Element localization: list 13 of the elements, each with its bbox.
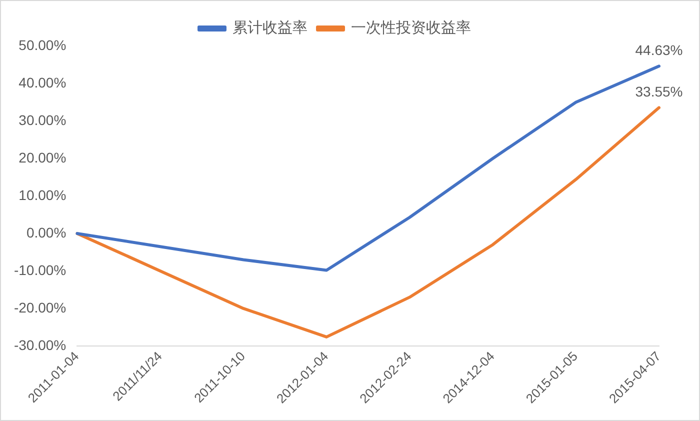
y-tick-label: 0.00% <box>26 224 66 240</box>
y-tick-label: 20.00% <box>18 149 66 166</box>
y-tick-label: 50.00% <box>18 36 66 53</box>
y-tick-label: 30.00% <box>18 112 66 128</box>
y-tick-label: 10.00% <box>18 186 66 203</box>
data-label: 33.55% <box>635 84 683 100</box>
y-tick-label: -30.00% <box>14 336 66 353</box>
legend-label: 一次性投资收益率 <box>351 18 471 36</box>
y-tick-label: -20.00% <box>14 299 66 316</box>
data-label: 44.63% <box>635 42 683 58</box>
legend-label: 累计收益率 <box>232 18 308 36</box>
y-tick-label: 40.00% <box>18 74 66 90</box>
y-tick-label: -10.00% <box>14 262 66 278</box>
